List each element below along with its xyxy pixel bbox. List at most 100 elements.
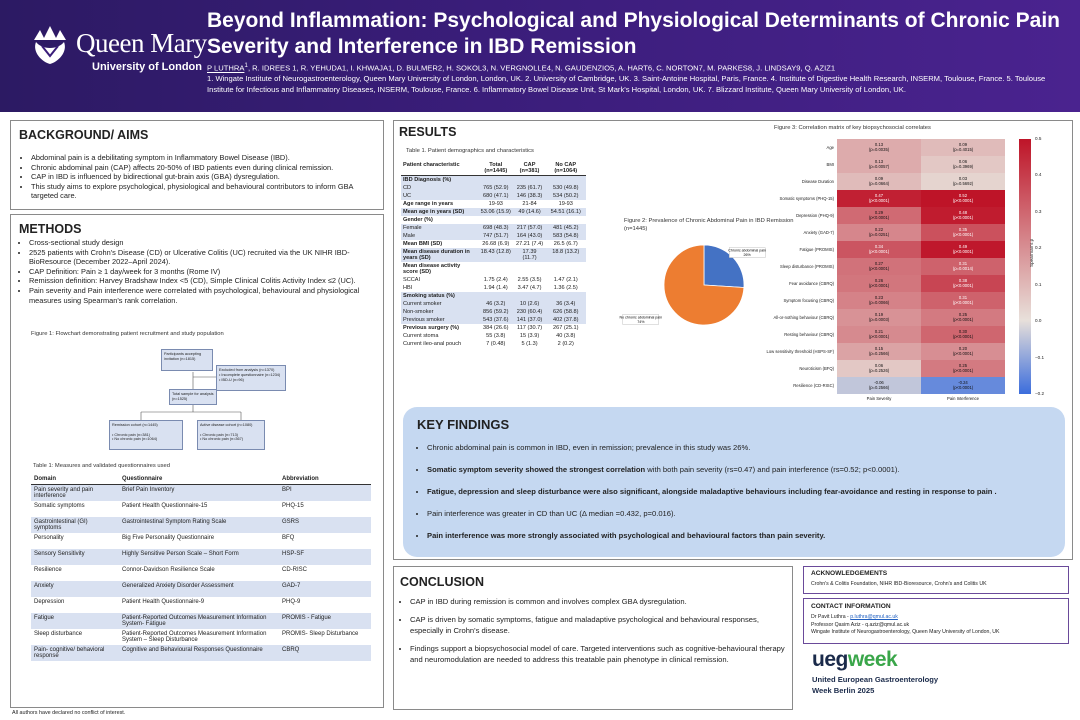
demographics-cell: 2.55 (3.5) xyxy=(517,277,542,283)
measures-cell: HSP-SF xyxy=(279,549,371,565)
demographics-cell: 7 (0.48) xyxy=(486,341,506,347)
table-row: Mean disease duration in years (SD) 18.43… xyxy=(401,248,586,262)
demographics-cell: Age range in years xyxy=(403,201,454,207)
measures-cell: Personality xyxy=(34,535,64,541)
figure3-caption: Figure 3: Correlation matrix of key biop… xyxy=(774,125,931,131)
heatmap-cell: 0.52 (p<0.0001) xyxy=(921,190,1005,207)
measures-cell: Cognitive and Behavioural Responses Ques… xyxy=(119,645,279,661)
measures-cell: PROMIS- Sleep Disturbance xyxy=(282,631,359,637)
table-row: UC 680 (47.1) 146 (38.3) 534 (50.2) xyxy=(401,192,586,200)
measures-cell: Resilience xyxy=(34,567,62,573)
demographics-cell: 54.51 (16.1) xyxy=(545,208,586,216)
measures-cell: Generalized Anxiety Disorder Assessment xyxy=(119,581,279,597)
heatmap-row-label: Anxiety (GAD-7) xyxy=(803,230,834,235)
key-finding-text: with both pain severity (rs=0.47) and pa… xyxy=(645,465,900,474)
colorbar-tick: 0.0 xyxy=(1035,318,1042,324)
demographics-cell: 26.5 (6.7) xyxy=(553,241,578,247)
heatmap-row-label: Resilience (CD-RISC) xyxy=(793,383,834,388)
colorbar-tick: 0.1 xyxy=(1035,281,1042,287)
heatmap-col-label: Pain Severity xyxy=(866,396,892,401)
conclusion-list: CAP in IBD during remission is common an… xyxy=(400,597,785,673)
flow-excluded-title: Excluded from analysis (n=1370) xyxy=(219,368,275,372)
demographics-cell: 765 (52.9) xyxy=(477,184,514,192)
demographics-cell: 384 (26.6) xyxy=(483,325,509,331)
pie-label-0: Chronic abdominal pain 26% xyxy=(728,249,766,257)
measures-cell: CD-RISC xyxy=(282,567,307,573)
contact-email-link[interactable]: p.luthra@qmul.ac.uk xyxy=(850,614,898,620)
heatmap-cell: 0.48 (p<0.0001) xyxy=(921,207,1005,224)
table-row: Mean age in years (SD) 53.06 (15.9) 49 (14… xyxy=(401,208,586,216)
table-row: Depression Patient Health Questionnaire-9… xyxy=(31,597,371,613)
demographics-cell: 1.75 (2.4) xyxy=(483,277,508,283)
flow-act-a: Chronic pain (n=713) xyxy=(202,432,238,437)
methods-item: Cross-sectional study design xyxy=(29,238,377,248)
measures-cell: PHQ-9 xyxy=(282,599,301,605)
measures-cell: Patient-Reported Outcomes Measurement In… xyxy=(119,613,279,629)
demographics-cell: 49 (14.6) xyxy=(513,208,546,216)
heatmap-cell: 0.15 (p=0.2566) xyxy=(837,343,921,360)
key-findings-list: Chronic abdominal pain is common in IBD,… xyxy=(427,443,1055,553)
key-finding-item: Somatic symptom severity showed the stro… xyxy=(427,465,1055,475)
demographics-cell: 53.06 (15.9) xyxy=(477,208,514,216)
measures-cell: Patient-Reported Outcomes Measurement In… xyxy=(122,631,267,643)
heatmap-cell: 0.19 (p=0.0003) xyxy=(837,309,921,326)
heatmap-cell: 0.31 (p=0.0014) xyxy=(921,258,1005,275)
table-row: Current ileo-anal pouch 7 (0.48) 5 (1.3) 2 … xyxy=(401,340,586,348)
demographics-cell: 26.68 (6.9) xyxy=(482,241,510,247)
table1-caption: Table 1: Measures and validated question… xyxy=(33,463,170,469)
table-row: Gender (%) xyxy=(401,216,586,224)
table-row: Somatic symptoms Patient Health Questionn… xyxy=(31,501,371,517)
table-row: HBI 1.94 (1.4) 3.47 (4.7) 1.36 (2.5) xyxy=(401,284,586,292)
measures-cell: Anxiety xyxy=(31,581,119,597)
demographics-cell: 18.8 (13.2) xyxy=(545,248,586,262)
background-item: Abdominal pain is a debilitating symptom… xyxy=(31,153,379,163)
demographics-cell: 21-84 xyxy=(522,201,537,207)
colorbar-tick: 0.3 xyxy=(1035,208,1042,214)
demographics-cell: 1.47 (2.1) xyxy=(553,277,578,283)
heatmap-row-label: Depression (PHQ-9) xyxy=(796,213,834,218)
methods-section: METHODS Cross-sectional study design2525… xyxy=(10,214,384,708)
demographics-cell xyxy=(514,262,546,276)
measures-cell: Pain- cognitive/ behavioral response xyxy=(31,645,119,661)
heatmap-col-label: Pain Interference xyxy=(947,396,979,401)
background-item: This study aims to explore psychological… xyxy=(31,182,379,201)
flow-total-sample: Total sample for analysis (n=1525) xyxy=(169,389,217,405)
colorbar-tick: 0.2 xyxy=(1035,245,1042,251)
demographics-cell: Current stoma xyxy=(403,333,439,339)
demographics-cell: 55 (3.8) xyxy=(486,333,506,339)
demographics-cell xyxy=(478,262,514,276)
table-row: Anxiety Generalized Anxiety Disorder Asse… xyxy=(31,581,371,597)
heatmap-row-label: Fear avoidance (CBRQ) xyxy=(789,281,834,286)
measures-cell: CBRQ xyxy=(279,645,371,661)
ueg-line2: Week Berlin 2025 xyxy=(812,686,875,695)
ueg-line1: United European Gastroenterology xyxy=(812,675,939,684)
demographics-cell: 5 (1.3) xyxy=(521,341,538,347)
measures-cell: PHQ-15 xyxy=(282,503,304,509)
heatmap-cell: 0.25 (p<0.0001) xyxy=(921,309,1005,326)
demographics-cell: 481 (45.2) xyxy=(545,224,586,232)
demographics-cell: Mean disease duration in years (SD) xyxy=(401,248,478,262)
pie-label-1: No chronic abdominal pain 74% xyxy=(620,315,663,324)
author-block: P LUTHRA1, R. IDREES 1, R. YEHUDA1, I. K… xyxy=(207,61,1067,95)
colorbar-tick: −0.2 xyxy=(1035,391,1045,396)
key-finding-text: Pain interference was greater in CD than… xyxy=(427,509,676,518)
flow-active-title: Active disease cohort (n=1080) xyxy=(200,423,253,427)
table-row: Non-smoker 856 (59.2) 230 (60.4) 626 (58.8) xyxy=(401,308,586,316)
prevalence-pie-chart: Chronic abdominal pain 26% No chronic abdo… xyxy=(620,244,766,326)
heatmap-cell: 0.20 (p<0.0001) xyxy=(921,343,1005,360)
measures-cell: Somatic symptoms xyxy=(34,503,85,509)
table-row: Sensory Sensitivity Highly Sensitive Pers… xyxy=(31,549,371,565)
demographics-cell xyxy=(477,175,514,184)
heatmap-cell: 0.21 (p<0.0001) xyxy=(837,326,921,343)
flow-excluded-a: Incomplete questionnaire (n=1234) xyxy=(221,372,281,377)
heatmap-cell: -0.06 (p=0.2566) xyxy=(837,377,921,394)
demographics-cell: 27.21 (7.4) xyxy=(516,241,544,247)
demographics-cell: 856 (59.2) xyxy=(477,308,514,316)
demographics-cell: IBD Diagnosis (%) xyxy=(401,175,478,184)
demographics-header: CAP (n=381) xyxy=(513,161,546,176)
table-row: Smoking status (%) xyxy=(401,292,586,300)
table-row: Personality Big Five Personality Question… xyxy=(31,533,371,549)
demographics-cell xyxy=(513,175,546,184)
heatmap-cell: 0.25 (p<0.0001) xyxy=(921,360,1005,377)
demographics-cell: 146 (38.3) xyxy=(513,192,546,200)
